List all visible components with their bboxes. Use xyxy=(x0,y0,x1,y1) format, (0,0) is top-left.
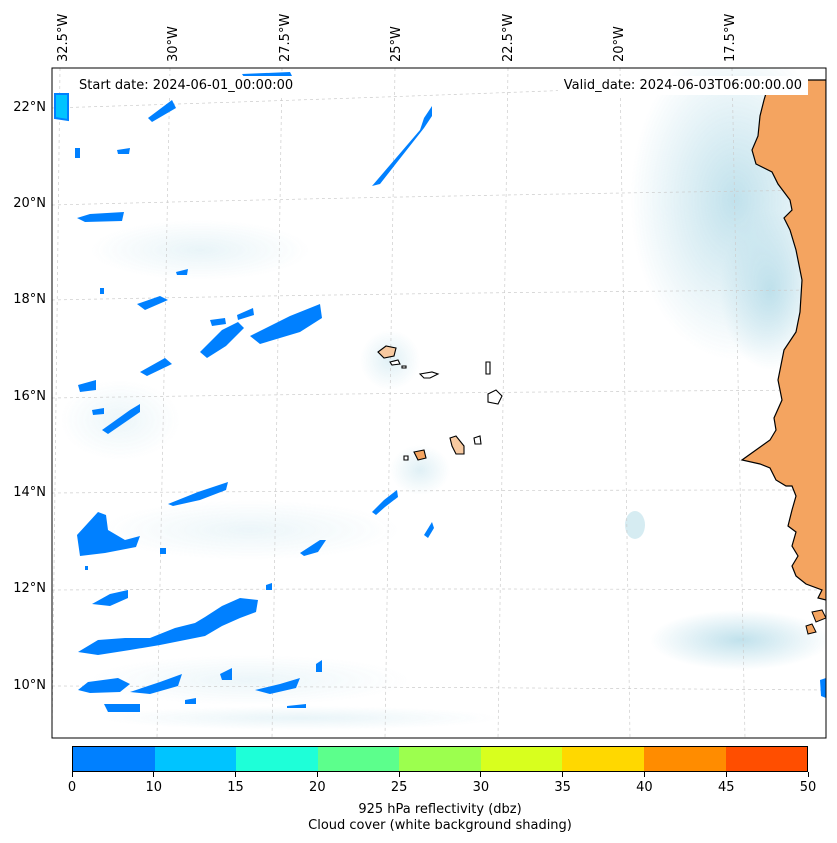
lat-label: 12°N xyxy=(13,581,46,596)
lon-label: 27.5°W xyxy=(278,14,293,62)
lon-label: 25°W xyxy=(389,26,404,62)
gambia-islands xyxy=(805,609,826,635)
longitude-labels: 32.5°W 30°W 27.5°W 25°W 22.5°W 20°W 17.5… xyxy=(56,14,738,62)
colorbar-tick xyxy=(643,772,645,777)
start-date-label: Start date: 2024-06-01_00:00:00 xyxy=(73,76,300,95)
valid-date-text: Valid_date: 2024-06-03T06:00:00.00 xyxy=(563,78,802,93)
colorbar-segment xyxy=(154,747,237,771)
valid-date-label: Valid_date: 2024-06-03T06:00:00.00 xyxy=(557,76,808,95)
colorbar-tick-label: 45 xyxy=(717,780,735,795)
lon-label: 22.5°W xyxy=(501,14,516,62)
colorbar-tick xyxy=(71,772,73,777)
lon-label: 32.5°W xyxy=(56,14,71,62)
colorbar-tick-label: 20 xyxy=(309,780,326,795)
reflectivity-patches xyxy=(54,72,826,712)
colorbar-tick-label: 40 xyxy=(636,780,653,795)
colorbar-label: 925 hPa reflectivity (dbz) xyxy=(358,802,522,817)
lat-label: 10°N xyxy=(13,678,46,693)
lat-label: 18°N xyxy=(13,292,46,307)
colorbar-segment xyxy=(562,747,644,771)
colorbar-tick-label: 10 xyxy=(145,780,163,795)
colorbar-sublabel: Cloud cover (white background shading) xyxy=(308,818,572,833)
colorbar-segment xyxy=(399,747,481,771)
colorbar-tick xyxy=(398,772,400,777)
colorbar-segment xyxy=(236,747,318,771)
colorbar-tick-label: 25 xyxy=(390,780,408,795)
start-date-text: Start date: 2024-06-01_00:00:00 xyxy=(79,78,294,93)
colorbar-tick-label: 50 xyxy=(799,780,817,795)
lon-label: 20°W xyxy=(612,26,627,62)
colorbar-segment xyxy=(73,747,155,771)
colorbar-tick-label: 35 xyxy=(554,780,571,795)
map-frame xyxy=(51,67,827,739)
colorbar-segment xyxy=(480,747,563,771)
cloud-cover-shading xyxy=(60,68,826,730)
lat-label: 14°N xyxy=(13,485,46,500)
colorbar-tick-label: 30 xyxy=(472,780,490,795)
colorbar-segment xyxy=(317,747,400,771)
lat-label: 16°N xyxy=(13,389,46,404)
colorbar-tick xyxy=(807,772,809,777)
colorbar-tick xyxy=(153,772,155,777)
colorbar-tick xyxy=(562,772,564,777)
map-layers xyxy=(52,68,826,738)
lon-label: 30°W xyxy=(166,26,181,62)
colorbar-tick xyxy=(480,772,482,777)
colorbar xyxy=(72,746,808,772)
colorbar-tick xyxy=(316,772,318,777)
colorbar-tick-label: 15 xyxy=(227,780,244,795)
colorbar-tick xyxy=(235,772,237,777)
colorbar-segment xyxy=(643,747,726,771)
lat-label: 22°N xyxy=(13,100,46,115)
africa-coast xyxy=(740,79,826,601)
lon-label: 17.5°W xyxy=(723,14,738,62)
colorbar-tick xyxy=(725,772,727,777)
colorbar-segment xyxy=(725,747,808,771)
colorbar-tick-label: 0 xyxy=(67,780,77,795)
latitude-labels: 22°N 20°N 18°N 16°N 14°N 12°N 10°N xyxy=(13,100,46,693)
cape-verde-islands xyxy=(377,345,503,461)
lat-label: 20°N xyxy=(13,196,46,211)
